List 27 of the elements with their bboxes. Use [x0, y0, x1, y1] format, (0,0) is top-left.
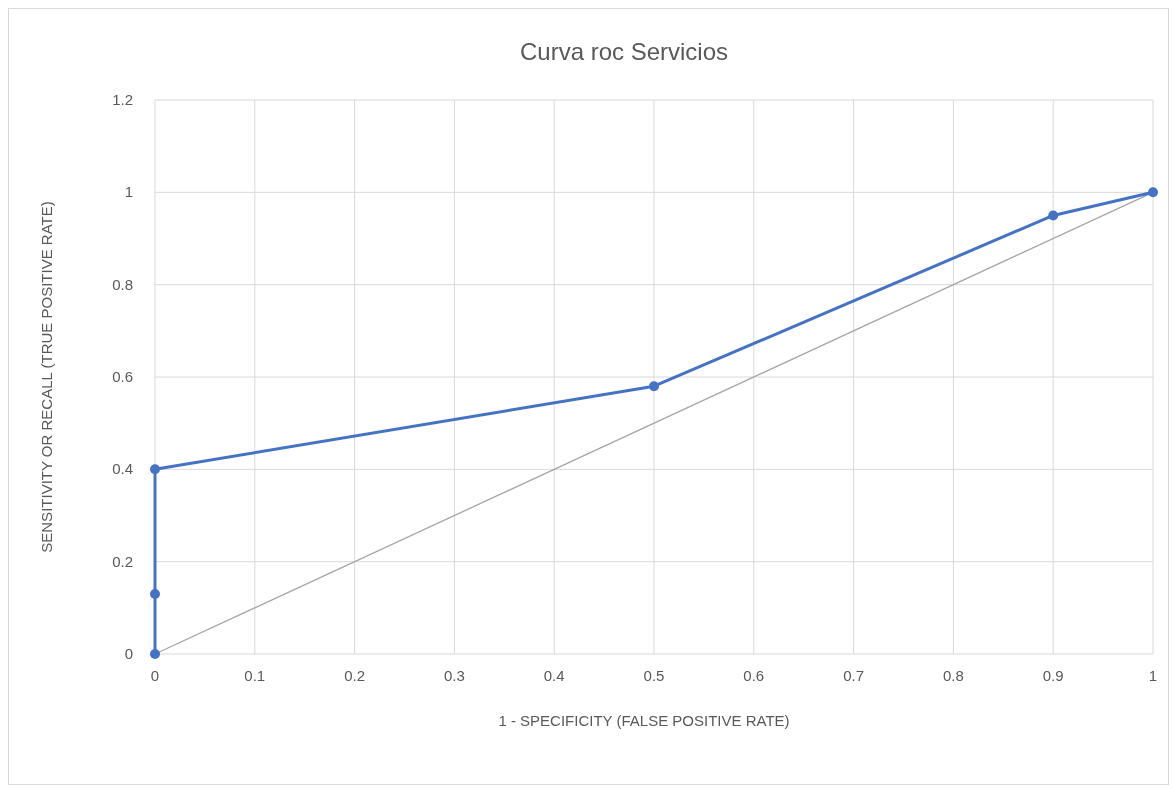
x-tick-label: 0.8	[942, 667, 964, 684]
x-tick-label: 0.7	[843, 667, 865, 684]
y-tick-label: 0.4	[112, 460, 133, 478]
x-tick-label: 0.4	[543, 667, 565, 684]
y-tick-label: 1.2	[112, 91, 133, 108]
x-tick-label: 0.9	[1042, 667, 1064, 684]
x-tick-label: 0	[150, 667, 160, 684]
x-tick-label: 0.2	[344, 667, 366, 684]
x-tick-label: 1	[1148, 667, 1158, 684]
x-tick-label: 0.6	[743, 667, 765, 684]
point	[150, 649, 160, 659]
y-tick-label: 0.8	[112, 275, 133, 293]
point	[150, 588, 160, 599]
x-tick-label: 0.5	[643, 667, 665, 684]
y-tick-label: 1	[124, 183, 133, 201]
point	[150, 464, 160, 475]
point	[1048, 210, 1059, 221]
x-tick-label: 0.3	[443, 667, 465, 684]
y-axis-title: SENSITIVITY OR RECALL (TRUE POSITIVE RATE)	[38, 201, 55, 553]
point	[649, 381, 659, 392]
y-tick-label: 0.6	[112, 368, 133, 385]
chart-title: Curva roc Servicios	[519, 38, 729, 65]
y-tick-label: 0	[124, 645, 133, 662]
x-axis-title: 1 - SPECIFICITY (FALSE POSITIVE RATE)	[498, 712, 790, 729]
point	[1148, 187, 1158, 198]
x-tick-label: 0.1	[244, 667, 266, 684]
y-tick-label: 0.2	[112, 552, 133, 570]
